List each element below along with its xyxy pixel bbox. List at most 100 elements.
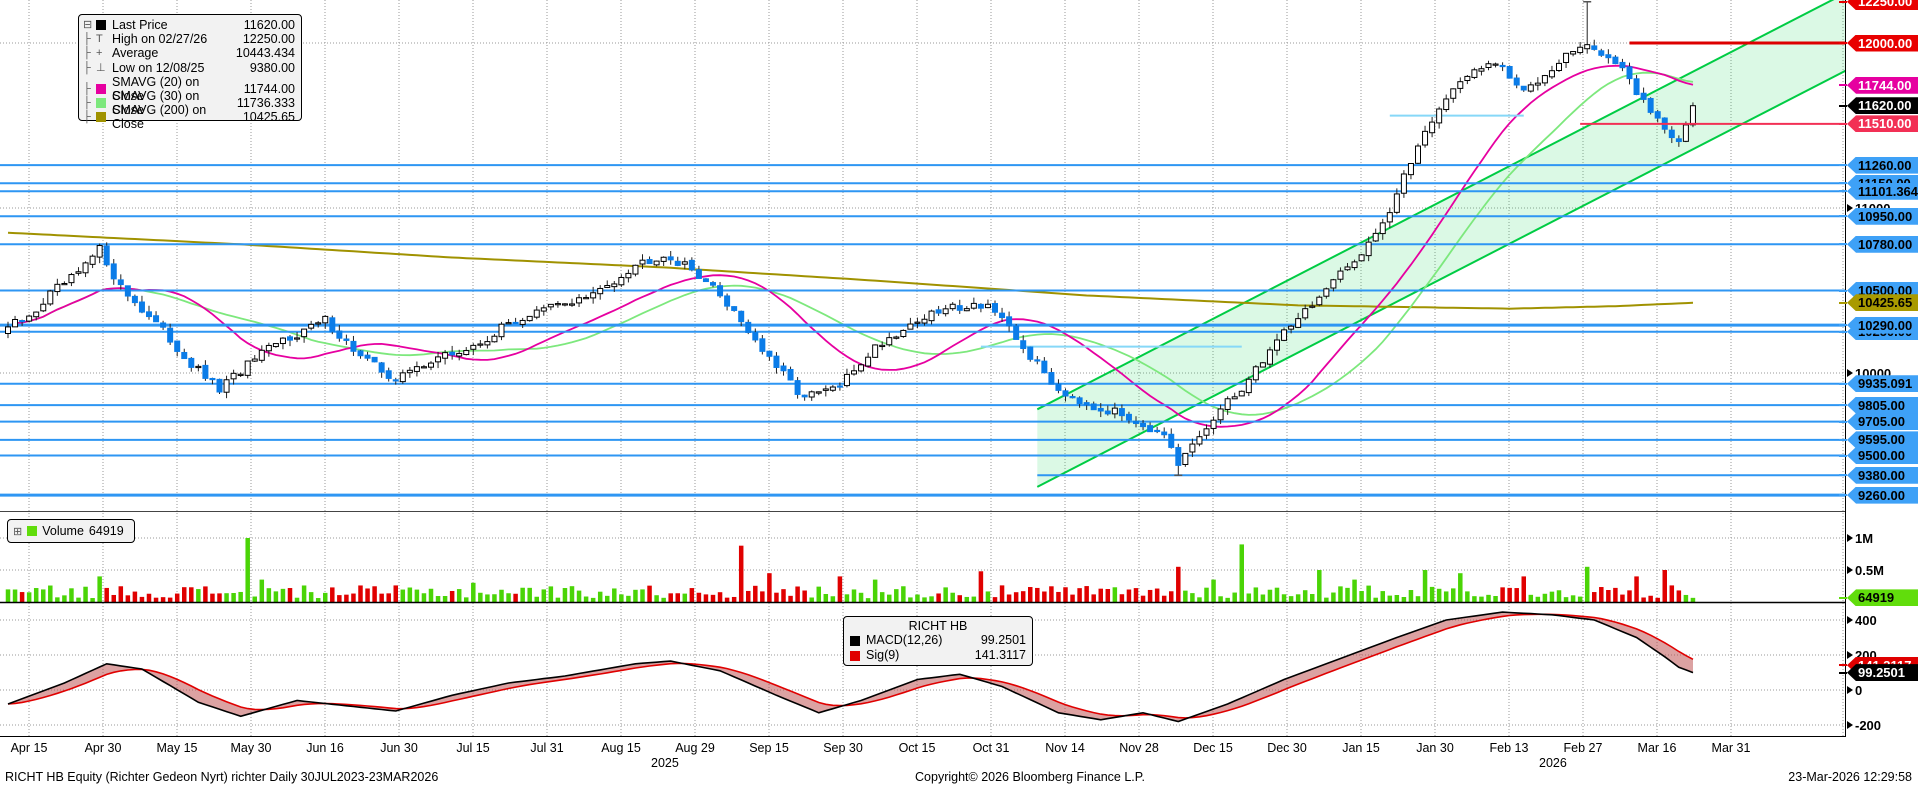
price-tag-9595.00: 9595.00	[1847, 431, 1918, 449]
x-axis-tick-label: Feb 27	[1563, 741, 1603, 755]
price-legend[interactable]: ⊟ Last Price 11620.00 ├ T High on 02/27/26 122…	[78, 14, 302, 131]
x-axis-tick-label: Sep 30	[823, 741, 863, 755]
macd-legend-row: Sig(9) 141.3117	[850, 648, 1026, 663]
volume-axis-label: 1M	[1847, 530, 1873, 546]
price-tag-11101.364: 11101.364	[1847, 182, 1918, 200]
price-tag-9705.00: 9705.00	[1847, 413, 1918, 431]
x-axis-tick-label: Jan 15	[1342, 741, 1380, 755]
series-swatch-icon	[96, 112, 106, 123]
axis-tick	[1839, 438, 1847, 441]
axis-tick	[1839, 0, 1847, 3]
x-axis-tick-label: May 15	[156, 741, 198, 755]
legend-label: High on 02/27/26	[112, 32, 208, 47]
volume-swatch-icon	[27, 526, 38, 536]
macd-series-label: Sig(9)	[866, 648, 900, 662]
x-axis-year-label: 2025	[651, 756, 679, 770]
marker-glyph-icon: ⊥	[96, 61, 106, 74]
expand-icon[interactable]: ⊞	[13, 525, 23, 538]
x-axis-tick-label: Feb 13	[1489, 741, 1529, 755]
axis-tick	[1839, 404, 1847, 407]
series-swatch-icon	[96, 98, 106, 109]
legend-value: 11736.333	[236, 96, 295, 111]
legend-row: ├ ⊥ Low on 12/08/25 9380.00	[83, 61, 295, 75]
price-tag-9805.00: 9805.00	[1847, 396, 1918, 414]
legend-label: SMAVG (30) on Close	[112, 88, 200, 118]
axis-tick	[1839, 301, 1847, 304]
legend-value: 11620.00	[243, 18, 295, 32]
axis-tick	[1839, 164, 1847, 167]
tree-branch-icon: ├	[83, 61, 91, 74]
macd-axis-label-text: -200	[1855, 717, 1882, 733]
axis-tick-arrow-icon	[1847, 616, 1853, 624]
axis-tick	[1839, 122, 1847, 125]
legend-value: 12250.00	[242, 32, 295, 47]
price-tag-11260.00: 11260.00	[1847, 156, 1918, 174]
legend-label: Low on 12/08/25	[112, 60, 205, 75]
price-tag-11744.00: 11744.00	[1847, 76, 1918, 94]
x-axis-tick-label: Dec 30	[1267, 741, 1307, 755]
price-tag-12000.00: 12000.00	[1847, 34, 1918, 52]
legend-row: ├ SMAVG (20) on Close 11744.00	[83, 75, 295, 103]
axis-tick-arrow-icon	[1847, 721, 1853, 729]
macd-tag-99.2501: 99.2501	[1847, 664, 1918, 682]
x-axis-tick-label: Nov 14	[1045, 741, 1085, 755]
legend-label: Average	[112, 46, 159, 61]
legend-value: 9380.00	[249, 60, 295, 75]
volume-axis-label-text: 1M	[1855, 530, 1874, 546]
axis-tick-arrow-icon	[1847, 534, 1853, 542]
axis-tick	[1839, 289, 1847, 292]
tree-branch-icon: ├	[83, 33, 91, 46]
x-axis-tick-label: Nov 28	[1119, 741, 1159, 755]
volume-legend[interactable]: ⊞ Volume 64919	[7, 519, 135, 543]
tree-branch-icon: ├	[83, 97, 91, 110]
axis-tick-arrow-icon	[1847, 204, 1853, 212]
macd-axis-label: 400	[1847, 612, 1877, 628]
axis-tick	[1839, 84, 1847, 87]
marker-glyph-icon: +	[96, 47, 103, 60]
x-axis-tick-label: Jun 16	[306, 741, 344, 755]
macd-series-label: MACD(12,26)	[866, 633, 943, 647]
x-axis-tick-label: Jul 15	[456, 741, 490, 755]
axis-tick-arrow-icon	[1847, 369, 1853, 377]
x-axis-tick-label: May 30	[230, 741, 272, 755]
marker-glyph-icon: T	[96, 33, 103, 46]
legend-row: ⊟ Last Price 11620.00	[83, 18, 295, 32]
price-tag-9380.00: 9380.00	[1847, 466, 1918, 484]
axis-tick	[1839, 330, 1847, 333]
macd-axis-label: 0	[1847, 682, 1862, 698]
chart-plot-area[interactable]	[0, 0, 1846, 737]
legend-label: SMAVG (200) on Close	[112, 103, 207, 132]
price-tag-12250.00: 12250.00	[1847, 0, 1918, 11]
x-axis-tick-label: Mar 31	[1711, 741, 1751, 755]
legend-row: ├ T High on 02/27/26 12250.00	[83, 32, 295, 46]
axis-tick-arrow-icon	[1847, 686, 1853, 694]
macd-legend[interactable]: RICHT HB MACD(12,26) 99.2501 Sig(9) 141.311…	[843, 616, 1033, 666]
axis-tick	[1839, 324, 1847, 327]
x-axis-tick-label: Dec 15	[1193, 741, 1233, 755]
series-swatch-icon	[96, 20, 106, 31]
tree-branch-icon: ├	[83, 111, 91, 124]
tree-branch-icon: ├	[83, 47, 91, 60]
axis-tick	[1839, 596, 1847, 599]
price-tag-10290.00: 10290.00	[1847, 316, 1918, 334]
volume-label: Volume	[42, 524, 84, 538]
price-legend-rows: ⊟ Last Price 11620.00 ├ T High on 02/27/26 122…	[83, 18, 295, 131]
legend-label: Last Price	[112, 18, 168, 32]
chart-description: RICHT HB Equity (Richter Gedeon Nyrt) ri…	[5, 770, 439, 784]
x-axis-tick-label: Sep 15	[749, 741, 789, 755]
x-axis-tick-label: Apr 15	[10, 741, 48, 755]
series-swatch-icon	[850, 650, 860, 661]
price-tag-11620.00: 11620.00	[1847, 97, 1918, 115]
x-axis-tick-label: Jan 30	[1416, 741, 1454, 755]
collapse-icon[interactable]: ⊟	[83, 19, 93, 31]
legend-label: SMAVG (20) on Close	[112, 74, 200, 103]
price-tag-9260.00: 9260.00	[1847, 486, 1918, 504]
macd-legend-title: RICHT HB	[908, 619, 968, 633]
tree-branch-icon: ├	[83, 82, 91, 95]
price-tag-10950.00: 10950.00	[1847, 207, 1918, 225]
x-axis-tick-label: Oct 15	[898, 741, 936, 755]
macd-series-value: 99.2501	[980, 633, 1026, 647]
series-swatch-icon	[850, 635, 860, 646]
series-swatch-icon	[96, 83, 106, 94]
